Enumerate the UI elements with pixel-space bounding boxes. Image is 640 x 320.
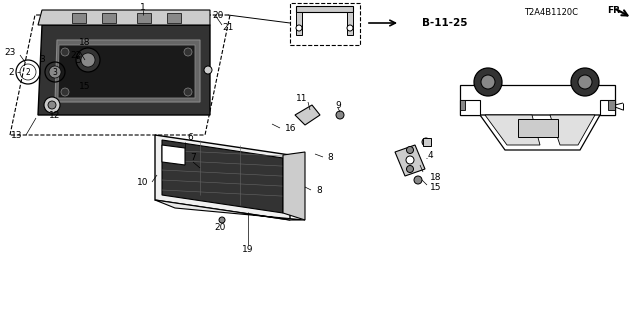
Circle shape (76, 48, 100, 72)
Text: 12: 12 (49, 110, 61, 119)
Circle shape (219, 217, 225, 223)
Text: 11: 11 (296, 93, 308, 102)
Polygon shape (155, 135, 290, 220)
Bar (518, 119, 558, 137)
Polygon shape (38, 10, 210, 25)
Circle shape (81, 53, 95, 67)
Text: 21: 21 (222, 22, 234, 31)
Polygon shape (295, 105, 320, 125)
Circle shape (48, 101, 56, 109)
Bar (423, 138, 431, 146)
Polygon shape (58, 45, 195, 98)
Text: 10: 10 (136, 178, 148, 187)
Circle shape (184, 88, 192, 96)
Polygon shape (347, 12, 353, 35)
Text: 3: 3 (52, 68, 58, 76)
Circle shape (44, 97, 60, 113)
Polygon shape (600, 100, 615, 115)
Text: 4: 4 (428, 150, 434, 159)
Circle shape (204, 66, 212, 74)
Polygon shape (155, 200, 305, 220)
Polygon shape (38, 25, 210, 115)
Text: 15: 15 (430, 182, 442, 191)
Polygon shape (283, 152, 305, 220)
Text: 15: 15 (79, 82, 90, 91)
Circle shape (347, 25, 353, 31)
Circle shape (61, 88, 69, 96)
Bar (102, 13, 116, 23)
Circle shape (184, 48, 192, 56)
Circle shape (336, 111, 344, 119)
Bar (608, 100, 615, 110)
Text: 2: 2 (8, 68, 14, 76)
Text: 13: 13 (10, 131, 22, 140)
Text: 1: 1 (140, 3, 146, 12)
Polygon shape (485, 115, 540, 145)
Text: 8: 8 (316, 186, 322, 195)
Bar (137, 13, 151, 23)
Text: 16: 16 (285, 124, 296, 132)
Bar (72, 13, 86, 23)
Polygon shape (550, 115, 595, 145)
Text: 5: 5 (76, 55, 81, 65)
Bar (167, 13, 181, 23)
Circle shape (474, 68, 502, 96)
Text: 23: 23 (4, 47, 16, 57)
Polygon shape (480, 115, 600, 150)
Text: 2: 2 (26, 68, 30, 76)
Text: 6: 6 (187, 132, 193, 141)
Polygon shape (162, 140, 283, 213)
Circle shape (49, 66, 61, 78)
Circle shape (97, 50, 104, 57)
Polygon shape (162, 145, 185, 165)
Polygon shape (296, 6, 353, 12)
Circle shape (414, 176, 422, 184)
Text: 20: 20 (212, 11, 224, 20)
Circle shape (96, 59, 104, 67)
Circle shape (571, 68, 599, 96)
Polygon shape (55, 40, 200, 102)
Text: FR.: FR. (607, 5, 623, 14)
Circle shape (406, 147, 413, 154)
Text: 8: 8 (327, 153, 333, 162)
Circle shape (578, 75, 592, 89)
Polygon shape (395, 145, 425, 176)
Text: 22: 22 (70, 51, 82, 60)
Text: 18: 18 (430, 172, 442, 181)
Circle shape (61, 48, 69, 56)
Text: 20: 20 (214, 223, 226, 233)
Text: 7: 7 (190, 153, 196, 162)
Bar (290, 3, 360, 45)
Circle shape (112, 41, 120, 49)
Bar (460, 100, 465, 110)
Circle shape (481, 75, 495, 89)
Polygon shape (296, 12, 302, 35)
Bar (113, 41, 121, 49)
Circle shape (406, 165, 413, 172)
Text: 18: 18 (79, 37, 90, 46)
Text: 3: 3 (39, 54, 45, 63)
Polygon shape (460, 100, 480, 115)
Circle shape (104, 79, 112, 87)
Circle shape (97, 68, 104, 76)
Circle shape (296, 25, 302, 31)
Circle shape (422, 138, 430, 146)
Text: B-11-25: B-11-25 (422, 18, 468, 28)
Text: 9: 9 (335, 100, 341, 109)
Polygon shape (460, 85, 615, 115)
Circle shape (406, 156, 414, 164)
Polygon shape (85, 48, 115, 79)
Text: 19: 19 (243, 245, 253, 254)
Text: T2A4B1120C: T2A4B1120C (524, 7, 578, 17)
